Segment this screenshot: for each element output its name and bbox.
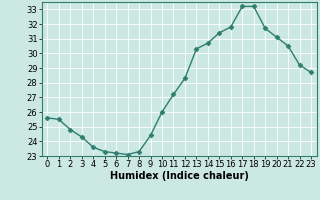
X-axis label: Humidex (Indice chaleur): Humidex (Indice chaleur) — [110, 171, 249, 181]
